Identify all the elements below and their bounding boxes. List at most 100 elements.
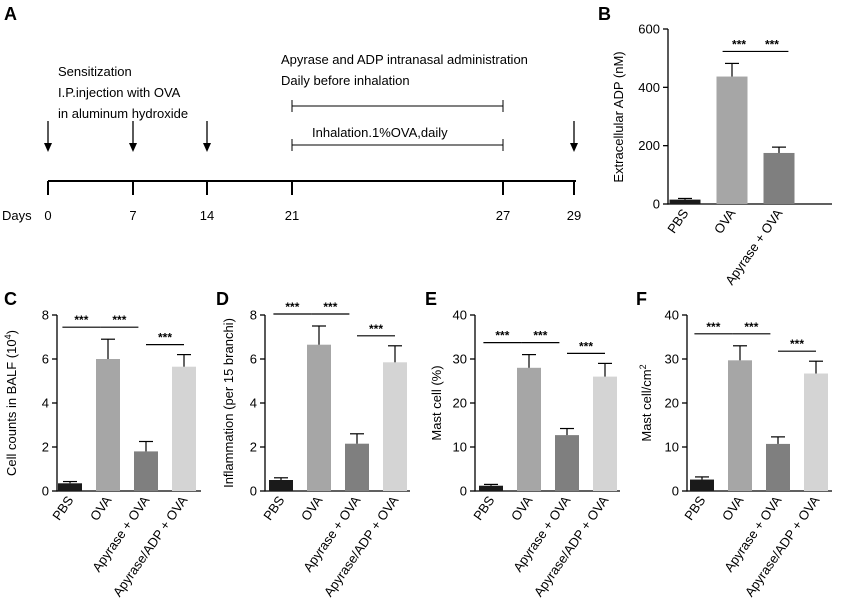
y-axis-label-b: Extracellular ADP (nM) bbox=[611, 51, 626, 182]
significance-stars-f: *** bbox=[744, 320, 758, 334]
y-tick-label-c: 2 bbox=[42, 440, 49, 455]
x-tick-label-d: Apyrase/ADP + OVA bbox=[321, 493, 402, 599]
significance-stars-e: *** bbox=[495, 329, 509, 343]
x-tick-label-b: PBS bbox=[664, 206, 691, 236]
y-tick-label-e: 30 bbox=[453, 352, 467, 367]
y-axis-label-f: Mast cell/cm2 bbox=[638, 364, 654, 441]
x-tick-label-d: PBS bbox=[260, 493, 287, 523]
bar-c bbox=[172, 366, 196, 491]
bar-d bbox=[345, 443, 369, 491]
y-axis-label-c: Cell counts in BALF (104) bbox=[3, 330, 19, 476]
sensitization-detail-1: I.P.injection with OVA bbox=[58, 85, 181, 100]
x-tick-label-c: OVA bbox=[87, 493, 115, 524]
x-tick-label-c: Apyrase/ADP + OVA bbox=[110, 493, 191, 599]
y-axis-label-superscript-c: 4 bbox=[3, 334, 13, 339]
sensitization-detail-2: in aluminum hydroxide bbox=[58, 106, 188, 121]
inhalation-text: Inhalation.1%OVA,daily bbox=[312, 125, 448, 140]
significance-stars-d: *** bbox=[285, 300, 299, 314]
day-label-0: 0 bbox=[44, 208, 51, 223]
day-label-7: 7 bbox=[129, 208, 136, 223]
days-label: Days bbox=[2, 208, 32, 223]
bar-e bbox=[593, 376, 617, 491]
apyrase-period-bracket bbox=[291, 100, 504, 112]
bar-d bbox=[269, 480, 293, 491]
y-tick-label-e: 10 bbox=[453, 440, 467, 455]
y-tick-label-c: 0 bbox=[42, 484, 49, 499]
day-label-14: 14 bbox=[200, 208, 214, 223]
chart-panel-d: 0 2 4 6 8 Inflammation (per 15 branchi) PBS OVA… bbox=[221, 300, 410, 599]
y-tick-label-b: 200 bbox=[638, 138, 660, 153]
x-tick-label-f: Apyrase/ADP + OVA bbox=[742, 493, 823, 599]
y-tick-label-f: 30 bbox=[665, 352, 679, 367]
y-tick-label-e: 40 bbox=[453, 308, 467, 323]
y-axis-label-end-c: ) bbox=[4, 330, 19, 334]
bar-c bbox=[96, 359, 120, 491]
sensitization-arrow-0 bbox=[44, 121, 52, 152]
panel-label-e: E bbox=[425, 289, 437, 309]
y-tick-label-b: 400 bbox=[638, 80, 660, 95]
significance-stars-c: *** bbox=[112, 313, 126, 327]
panel-label-b: B bbox=[598, 4, 611, 24]
y-tick-label-e: 20 bbox=[453, 396, 467, 411]
apyrase-administration-text: Apyrase and ADP intranasal administratio… bbox=[281, 52, 528, 67]
y-tick-label-d: 2 bbox=[250, 440, 257, 455]
bar-b bbox=[716, 76, 748, 204]
y-tick-label-c: 4 bbox=[42, 396, 49, 411]
significance-stars-c: *** bbox=[74, 313, 88, 327]
panel-label-a: A bbox=[4, 4, 17, 24]
y-axis-label-text-c: Cell counts in BALF (10 bbox=[4, 339, 19, 476]
x-tick-label-f: PBS bbox=[681, 493, 708, 523]
x-tick-label-e: Apyrase/ADP + OVA bbox=[531, 493, 612, 599]
x-tick-label-d: OVA bbox=[298, 493, 326, 524]
panel-label-c: C bbox=[4, 289, 17, 309]
bar-f bbox=[728, 360, 752, 491]
sensitization-arrow-14 bbox=[203, 121, 211, 152]
y-tick-label-f: 10 bbox=[665, 440, 679, 455]
panel-label-f: F bbox=[636, 289, 647, 309]
bar-e bbox=[555, 435, 579, 491]
bar-f bbox=[766, 443, 790, 491]
y-tick-label-f: 20 bbox=[665, 396, 679, 411]
day-label-21: 21 bbox=[285, 208, 299, 223]
y-tick-label-b: 0 bbox=[653, 197, 660, 212]
y-tick-label-d: 0 bbox=[250, 484, 257, 499]
significance-stars-e: *** bbox=[579, 339, 593, 353]
significance-stars-b: *** bbox=[765, 37, 779, 51]
bar-e bbox=[517, 367, 541, 491]
significance-stars-e: *** bbox=[533, 329, 547, 343]
sensitization-title: Sensitization bbox=[58, 64, 132, 79]
y-tick-label-d: 4 bbox=[250, 396, 257, 411]
y-tick-label-d: 8 bbox=[250, 308, 257, 323]
day-label-29: 29 bbox=[567, 208, 581, 223]
y-tick-label-f: 40 bbox=[665, 308, 679, 323]
sensitization-arrow-7 bbox=[129, 121, 137, 152]
day-label-27: 27 bbox=[496, 208, 510, 223]
bar-d bbox=[307, 344, 331, 491]
bar-c bbox=[58, 483, 82, 491]
y-tick-label-b: 600 bbox=[638, 22, 660, 37]
bar-d bbox=[383, 362, 407, 491]
bar-b bbox=[669, 199, 701, 204]
significance-stars-d: *** bbox=[369, 322, 383, 336]
inhalation-period-bracket bbox=[291, 139, 504, 151]
x-tick-label-e: OVA bbox=[508, 493, 536, 524]
y-tick-label-c: 8 bbox=[42, 308, 49, 323]
endpoint-arrow-29 bbox=[570, 121, 578, 152]
y-axis-label-text-f: Mast cell/cm bbox=[639, 369, 654, 441]
x-tick-label-f: OVA bbox=[719, 493, 747, 524]
y-axis-label-d: Inflammation (per 15 branchi) bbox=[221, 318, 236, 488]
y-axis-label-superscript-f: 2 bbox=[638, 364, 648, 369]
apyrase-daily-text: Daily before inhalation bbox=[281, 73, 410, 88]
significance-stars-f: *** bbox=[706, 320, 720, 334]
significance-stars-d: *** bbox=[323, 300, 337, 314]
x-tick-label-c: PBS bbox=[49, 493, 76, 523]
significance-stars-c: *** bbox=[158, 331, 172, 345]
y-axis-label-e: Mast cell (%) bbox=[429, 365, 444, 440]
x-tick-label-b: OVA bbox=[711, 206, 739, 237]
y-tick-label-f: 0 bbox=[672, 484, 679, 499]
